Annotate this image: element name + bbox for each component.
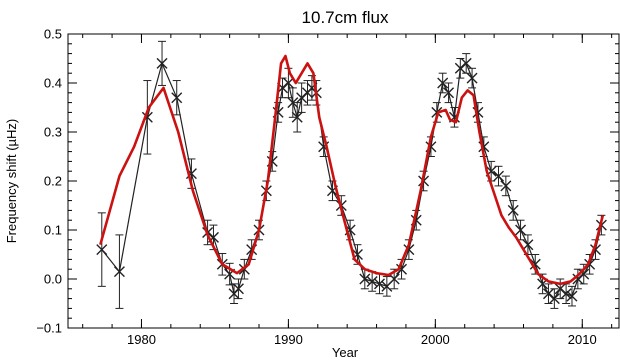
y-tick-label: −0.1 — [36, 321, 62, 336]
x-marker — [437, 77, 449, 89]
x-marker — [507, 204, 519, 216]
observed-data-point — [507, 200, 519, 221]
x-marker — [96, 244, 108, 256]
x-marker — [287, 97, 299, 109]
plot-frame — [67, 33, 620, 329]
observed-data-point — [359, 268, 371, 290]
observed-data-point — [443, 82, 455, 104]
observed-data-point — [141, 80, 153, 155]
x-tick-label: 2000 — [421, 332, 450, 347]
x-marker — [171, 92, 183, 104]
x-marker — [560, 288, 572, 300]
x-marker — [515, 224, 527, 236]
x-marker — [466, 72, 478, 84]
y-tick-label: 0.2 — [44, 174, 62, 189]
proxy-series-line — [99, 54, 605, 286]
observed-series-line — [101, 61, 602, 300]
x-marker — [578, 268, 590, 280]
x-marker — [282, 77, 294, 89]
x-marker — [500, 180, 512, 192]
y-tick-label: 0.4 — [44, 76, 62, 91]
observed-data-point — [296, 82, 308, 113]
x-marker — [478, 141, 490, 153]
x-marker — [542, 288, 554, 300]
observed-data-point — [500, 175, 512, 197]
y-tick-label: 0.0 — [44, 272, 62, 287]
y-axis-label: Frequency shift (µHz) — [4, 119, 19, 244]
chart-title: 10.7cm flux — [302, 8, 389, 27]
x-marker — [522, 239, 534, 251]
x-marker — [232, 283, 244, 295]
x-axis-label: Year — [332, 345, 359, 360]
x-marker — [374, 278, 385, 290]
x-marker — [185, 168, 197, 180]
x-marker — [396, 263, 408, 275]
x-marker — [566, 290, 578, 302]
observed-data-point — [113, 234, 125, 309]
observed-data-point — [566, 285, 578, 307]
x-marker — [359, 273, 371, 285]
observed-data-point — [374, 273, 385, 295]
x-marker — [156, 57, 168, 69]
y-tick-label: 0.3 — [44, 125, 62, 140]
x-marker — [388, 273, 400, 285]
observed-data-point — [96, 212, 108, 287]
x-tick-label: 2010 — [568, 332, 597, 347]
observed-data-point — [454, 58, 466, 79]
observed-data-point — [287, 87, 299, 118]
observed-data-point — [493, 165, 505, 187]
observed-data-point — [396, 258, 408, 280]
y-tick-label: 0.1 — [44, 223, 62, 238]
observed-data-point — [522, 234, 534, 255]
observed-data-point — [466, 67, 478, 89]
x-marker — [431, 106, 443, 118]
x-marker — [366, 275, 378, 287]
observed-data-point — [156, 40, 168, 86]
x-marker — [113, 266, 125, 278]
observed-data-point — [171, 80, 183, 116]
x-marker — [554, 283, 566, 295]
observed-data-point — [291, 102, 303, 133]
observed-data-point — [437, 72, 449, 94]
x-marker — [291, 111, 303, 123]
x-marker — [529, 258, 541, 270]
x-tick-label: 1980 — [127, 332, 156, 347]
observed-data-point — [282, 67, 294, 99]
x-marker — [460, 57, 472, 69]
y-tick-label: 0.5 — [44, 27, 62, 42]
x-marker — [548, 293, 560, 305]
x-tick-label: 1990 — [274, 332, 303, 347]
observed-data-point — [460, 53, 472, 74]
x-marker — [443, 87, 455, 99]
observed-data-point — [548, 288, 560, 309]
observed-data-point — [232, 278, 244, 300]
x-marker — [493, 170, 505, 182]
x-marker — [472, 106, 484, 118]
